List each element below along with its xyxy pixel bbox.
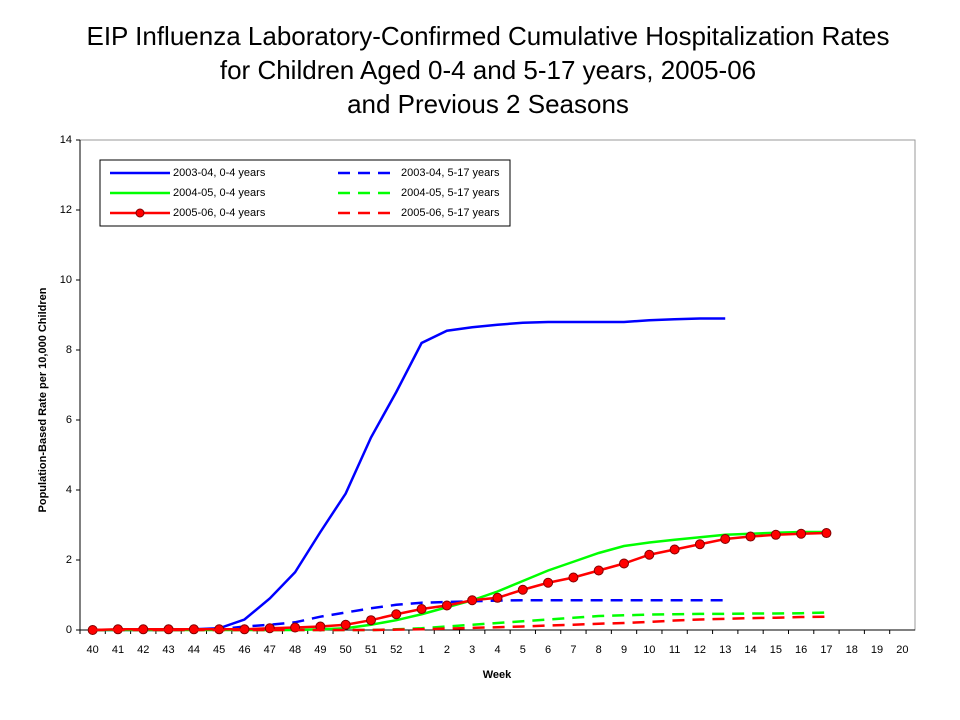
x-tick-label: 9 [621, 644, 627, 656]
series-marker [163, 624, 174, 635]
legend-label: 2003-04, 0-4 years [173, 167, 266, 179]
x-tick-label: 44 [188, 644, 200, 656]
series-marker [365, 615, 376, 626]
y-tick-label: 10 [60, 274, 72, 286]
chart-title: EIP Influenza Laboratory-Confirmed Cumul… [86, 21, 889, 51]
x-tick-label: 5 [520, 644, 526, 656]
series-marker [720, 534, 731, 544]
x-tick-label: 47 [264, 644, 276, 656]
legend-label: 2005-06, 0-4 years [173, 207, 266, 219]
series-marker [644, 549, 655, 560]
x-tick-label: 18 [846, 644, 858, 656]
y-tick-label: 6 [66, 414, 72, 426]
x-tick-label: 50 [340, 644, 352, 656]
legend-marker [135, 208, 145, 218]
x-tick-label: 8 [596, 644, 602, 656]
y-tick-label: 8 [66, 344, 72, 356]
x-tick-label: 19 [871, 644, 883, 656]
x-tick-label: 49 [314, 644, 326, 656]
x-tick-label: 48 [289, 644, 301, 656]
series-marker [492, 592, 503, 603]
x-tick-label: 40 [87, 644, 99, 656]
y-tick-label: 2 [66, 554, 72, 566]
y-tick-label: 12 [60, 204, 72, 216]
y-tick-label: 4 [66, 484, 72, 496]
series-marker [416, 604, 427, 614]
x-tick-label: 16 [795, 644, 807, 656]
series-marker [821, 528, 832, 539]
series-marker [391, 609, 402, 620]
series-marker [796, 528, 807, 539]
y-tick-label: 14 [60, 134, 72, 146]
y-tick-label: 0 [66, 624, 72, 636]
x-tick-label: 46 [238, 644, 250, 656]
x-tick-label: 45 [213, 644, 225, 656]
x-tick-label: 13 [719, 644, 731, 656]
y-axis-label: Population-Based Rate per 10,000 Childre… [37, 287, 49, 512]
series-marker [441, 600, 452, 611]
x-tick-label: 51 [365, 644, 377, 656]
series-marker [770, 529, 781, 540]
x-tick-label: 15 [770, 644, 782, 656]
series-marker [517, 584, 528, 595]
x-tick-label: 41 [112, 644, 124, 656]
legend-label: 2004-05, 0-4 years [173, 187, 266, 199]
x-tick-label: 17 [820, 644, 832, 656]
series-marker [264, 623, 275, 634]
x-tick-label: 3 [469, 644, 475, 656]
x-tick-label: 7 [570, 644, 576, 656]
x-tick-label: 43 [162, 644, 174, 656]
x-tick-label: 11 [669, 644, 680, 656]
chart-title: for Children Aged 0-4 and 5-17 years, 20… [220, 55, 756, 85]
series-line [92, 615, 827, 632]
series-marker [619, 558, 630, 569]
x-tick-label: 10 [643, 644, 655, 656]
x-axis-label: Week [483, 669, 512, 681]
x-tick-label: 42 [137, 644, 149, 656]
series-marker [568, 572, 579, 583]
x-tick-label: 14 [744, 644, 756, 656]
series-marker [669, 544, 680, 555]
x-tick-label: 52 [390, 644, 402, 656]
x-tick-label: 4 [494, 644, 500, 656]
x-tick-label: 1 [419, 644, 425, 656]
series-marker [745, 531, 756, 542]
series-marker [543, 577, 554, 588]
legend-label: 2003-04, 5-17 years [401, 167, 500, 179]
series-marker [467, 595, 478, 606]
x-tick-label: 2 [444, 644, 450, 656]
x-tick-label: 6 [545, 644, 551, 656]
series-marker [694, 539, 705, 550]
legend-label: 2005-06, 5-17 years [401, 207, 500, 219]
series-marker [340, 619, 351, 630]
x-tick-label: 12 [694, 644, 706, 656]
legend-label: 2004-05, 5-17 years [401, 187, 500, 199]
series-marker [593, 565, 604, 576]
x-tick-label: 20 [896, 644, 908, 656]
chart-title: and Previous 2 Seasons [347, 89, 629, 119]
